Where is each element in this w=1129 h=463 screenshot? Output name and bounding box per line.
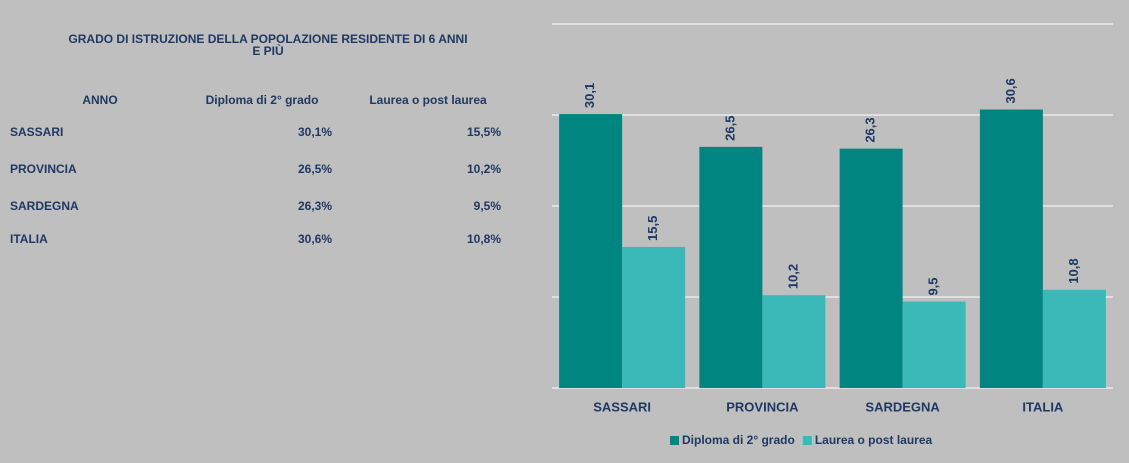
data-label: 10,8 bbox=[1066, 258, 1081, 283]
x-tick-label: PROVINCIA bbox=[726, 399, 799, 414]
x-tick-label: SARDEGNA bbox=[865, 399, 940, 414]
bar bbox=[1042, 289, 1106, 388]
table-header: ANNO bbox=[82, 93, 117, 107]
data-label: 9,5 bbox=[926, 277, 941, 295]
bar bbox=[622, 246, 686, 388]
x-tick-label: ITALIA bbox=[1022, 399, 1064, 414]
table-cell: SASSARI bbox=[10, 125, 63, 139]
table-header: Laurea o post laurea bbox=[369, 93, 487, 107]
table-cell: PROVINCIA bbox=[10, 162, 77, 176]
bar bbox=[979, 109, 1043, 388]
table-cell: 26,3% bbox=[298, 199, 332, 213]
x-tick-label: SASSARI bbox=[593, 399, 651, 414]
bar bbox=[559, 114, 623, 388]
legend-label: Laurea o post laurea bbox=[815, 433, 933, 447]
table-cell: 30,6% bbox=[298, 232, 332, 246]
data-label: 10,2 bbox=[785, 264, 800, 289]
data-label: 26,3 bbox=[863, 117, 878, 142]
legend-label: Diploma di 2° grado bbox=[682, 433, 795, 447]
table-cell: 15,5% bbox=[467, 125, 501, 139]
legend-swatch bbox=[670, 436, 679, 445]
table-header: Diploma di 2° grado bbox=[206, 93, 319, 107]
data-label: 15,5 bbox=[645, 216, 660, 241]
table-cell: 26,5% bbox=[298, 162, 332, 176]
table-title: E PIÙ bbox=[252, 43, 283, 58]
data-label: 30,6 bbox=[1003, 78, 1018, 103]
legend-swatch bbox=[802, 436, 812, 445]
table-cell: 30,1% bbox=[298, 125, 332, 139]
table-cell: SARDEGNA bbox=[10, 199, 79, 213]
bar bbox=[699, 146, 763, 388]
data-label: 26,5 bbox=[722, 116, 737, 141]
bar bbox=[902, 301, 966, 388]
bar bbox=[839, 148, 903, 388]
table-cell: 10,8% bbox=[467, 232, 501, 246]
table-cell: 10,2% bbox=[467, 162, 501, 176]
table-cell: ITALIA bbox=[10, 232, 48, 246]
data-label: 30,1 bbox=[582, 83, 597, 108]
table-title: GRADO DI ISTRUZIONE DELLA POPOLAZIONE RE… bbox=[68, 32, 467, 46]
bar bbox=[762, 295, 826, 388]
table-cell: 9,5% bbox=[474, 199, 502, 213]
